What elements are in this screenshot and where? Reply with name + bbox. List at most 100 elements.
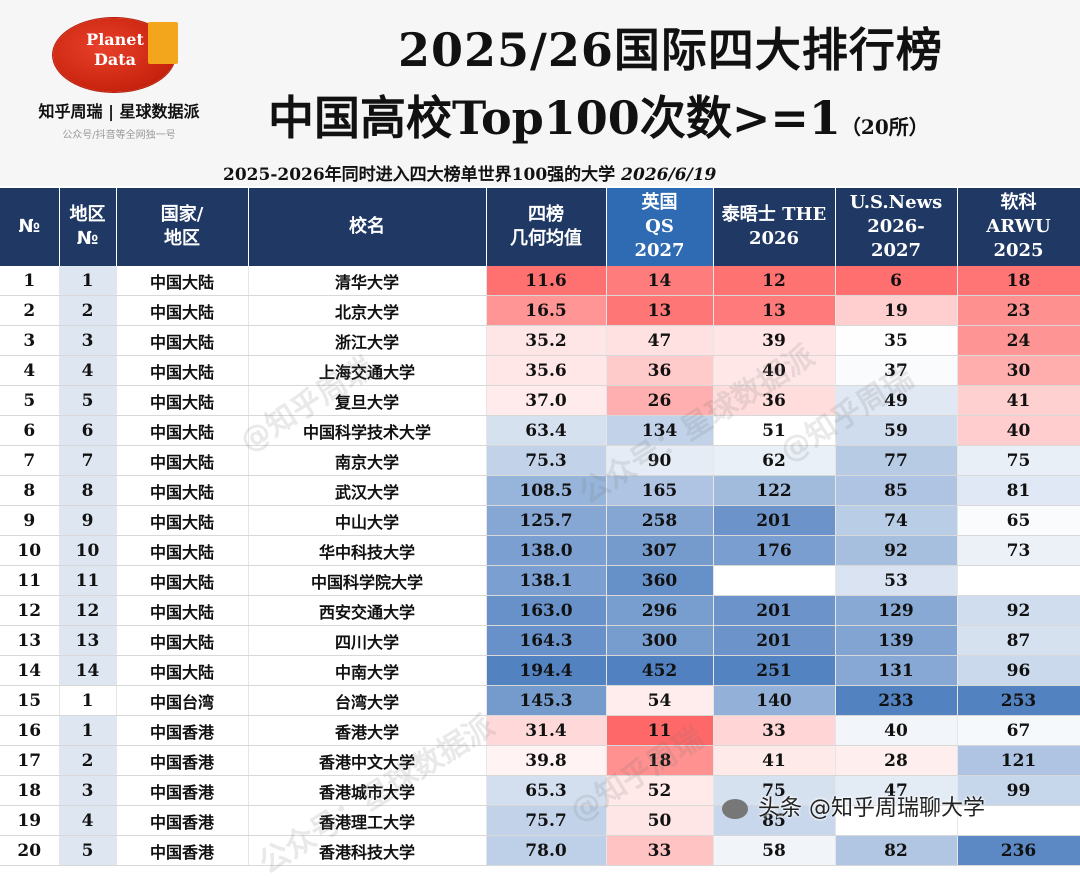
cell-rank: 9 xyxy=(0,505,60,536)
cell-arwu: 24 xyxy=(957,325,1080,356)
brand-subtitle: 公众号/抖音等全网独一号 xyxy=(62,130,176,141)
cell-geo-mean: 37.0 xyxy=(486,385,607,416)
col-usnews-l1: U.S.News xyxy=(849,192,943,213)
cell-usnews: 19 xyxy=(835,295,958,326)
cell-region: 中国大陆 xyxy=(116,445,249,476)
cell-arwu: 18 xyxy=(957,266,1080,296)
cell-rank: 14 xyxy=(0,655,60,686)
cell-qs: 134 xyxy=(606,415,714,446)
cell-qs: 47 xyxy=(606,325,714,356)
cell-geo-mean: 63.4 xyxy=(486,415,607,446)
col-arwu: 软科 ARWU 2025 xyxy=(957,188,1080,266)
cell-arwu: 92 xyxy=(957,595,1080,626)
cell-the: 140 xyxy=(713,685,836,716)
cell-region-rank: 13 xyxy=(59,625,117,656)
cell-geo-mean: 31.4 xyxy=(486,715,607,746)
table-row: 4 4 中国大陆 上海交通大学 35.6 36 40 37 30 xyxy=(0,355,1080,386)
cell-arwu: 30 xyxy=(957,355,1080,386)
cell-rank: 5 xyxy=(0,385,60,416)
cell-arwu: 81 xyxy=(957,475,1080,506)
logo-accent xyxy=(148,22,178,64)
cell-qs: 14 xyxy=(606,266,714,296)
cell-region-rank: 1 xyxy=(59,266,117,296)
cell-geo-mean: 39.8 xyxy=(486,745,607,776)
cell-geo-mean: 75.3 xyxy=(486,445,607,476)
footer-watermark: 头条 @知乎周瑞聊大学 xyxy=(722,790,985,822)
cell-region: 中国香港 xyxy=(116,835,249,866)
table-row: 14 14 中国大陆 中南大学 194.4 452 251 131 96 xyxy=(0,655,1080,686)
cell-usnews: 28 xyxy=(835,745,958,776)
col-country: 国家/地区 xyxy=(116,188,249,266)
footer-text: 头条 @知乎周瑞聊大学 xyxy=(758,796,985,821)
cell-qs: 52 xyxy=(606,775,714,806)
cell-qs: 452 xyxy=(606,655,714,686)
cell-qs: 26 xyxy=(606,385,714,416)
table-row: 11 11 中国大陆 中国科学院大学 138.1 360 53 xyxy=(0,565,1080,596)
cell-arwu xyxy=(957,565,1080,596)
cell-qs: 90 xyxy=(606,445,714,476)
cell-rank: 4 xyxy=(0,355,60,386)
cell-usnews: 129 xyxy=(835,595,958,626)
table-row: 5 5 中国大陆 复旦大学 37.0 26 36 49 41 xyxy=(0,385,1080,416)
cell-region-rank: 5 xyxy=(59,835,117,866)
cell-name: 南京大学 xyxy=(248,445,487,476)
cell-region-rank: 9 xyxy=(59,505,117,536)
cell-rank: 16 xyxy=(0,715,60,746)
cell-the xyxy=(713,565,836,596)
cell-rank: 20 xyxy=(0,835,60,866)
table-row: 6 6 中国大陆 中国科学技术大学 63.4 134 51 59 40 xyxy=(0,415,1080,446)
cell-region: 中国大陆 xyxy=(116,415,249,446)
cell-geo-mean: 75.7 xyxy=(486,805,607,836)
cell-geo-mean: 138.0 xyxy=(486,535,607,566)
cell-region-rank: 3 xyxy=(59,775,117,806)
cell-region-rank: 12 xyxy=(59,595,117,626)
cell-geo-mean: 11.6 xyxy=(486,266,607,296)
cell-region: 中国大陆 xyxy=(116,595,249,626)
cell-name: 西安交通大学 xyxy=(248,595,487,626)
col-arwu-l3: 2025 xyxy=(993,240,1044,261)
cell-region-rank: 5 xyxy=(59,385,117,416)
cell-region: 中国大陆 xyxy=(116,535,249,566)
cell-name: 中南大学 xyxy=(248,655,487,686)
cell-name: 四川大学 xyxy=(248,625,487,656)
table-row: 9 9 中国大陆 中山大学 125.7 258 201 74 65 xyxy=(0,505,1080,536)
cell-name: 香港城市大学 xyxy=(248,775,487,806)
col-arwu-l2: ARWU xyxy=(986,216,1051,237)
cell-name: 浙江大学 xyxy=(248,325,487,356)
cell-region: 中国台湾 xyxy=(116,685,249,716)
col-region-no-l1: 地区 xyxy=(69,204,106,225)
cell-usnews: 59 xyxy=(835,415,958,446)
table-row: 15 1 中国台湾 台湾大学 145.3 54 140 233 253 xyxy=(0,685,1080,716)
cell-arwu xyxy=(957,805,1080,836)
cell-rank: 19 xyxy=(0,805,60,836)
cell-usnews: 37 xyxy=(835,355,958,386)
cell-usnews: 49 xyxy=(835,385,958,416)
cell-rank: 11 xyxy=(0,565,60,596)
cell-geo-mean: 108.5 xyxy=(486,475,607,506)
cell-name: 上海交通大学 xyxy=(248,355,487,386)
cell-rank: 13 xyxy=(0,625,60,656)
cell-name: 武汉大学 xyxy=(248,475,487,506)
cell-region: 中国大陆 xyxy=(116,266,249,296)
cell-qs: 360 xyxy=(606,565,714,596)
cell-geo-mean: 164.3 xyxy=(486,625,607,656)
cell-the: 251 xyxy=(713,655,836,686)
cell-the: 13 xyxy=(713,295,836,326)
cell-the: 85 xyxy=(713,805,836,836)
cell-region: 中国大陆 xyxy=(116,625,249,656)
cell-rank: 8 xyxy=(0,475,60,506)
cell-usnews: 77 xyxy=(835,445,958,476)
cell-name: 香港大学 xyxy=(248,715,487,746)
col-country-l2: 地区 xyxy=(164,228,200,249)
col-qs-l2: QS xyxy=(645,216,674,237)
cell-name: 台湾大学 xyxy=(248,685,487,716)
col-usnews: U.S.News 2026- 2027 xyxy=(835,188,958,266)
title-main: 中国高校Top100次数>=1 xyxy=(268,91,841,145)
cell-region-rank: 6 xyxy=(59,415,117,446)
cell-arwu: 96 xyxy=(957,655,1080,686)
page-header: Planet Data 知乎周瑞 | 星球数据派 公众号/抖音等全网独一号 20… xyxy=(0,0,1080,186)
cell-arwu: 253 xyxy=(957,685,1080,716)
cell-usnews: 6 xyxy=(835,266,958,296)
cell-region: 中国大陆 xyxy=(116,295,249,326)
table-row: 3 3 中国大陆 浙江大学 35.2 47 39 35 24 xyxy=(0,325,1080,356)
